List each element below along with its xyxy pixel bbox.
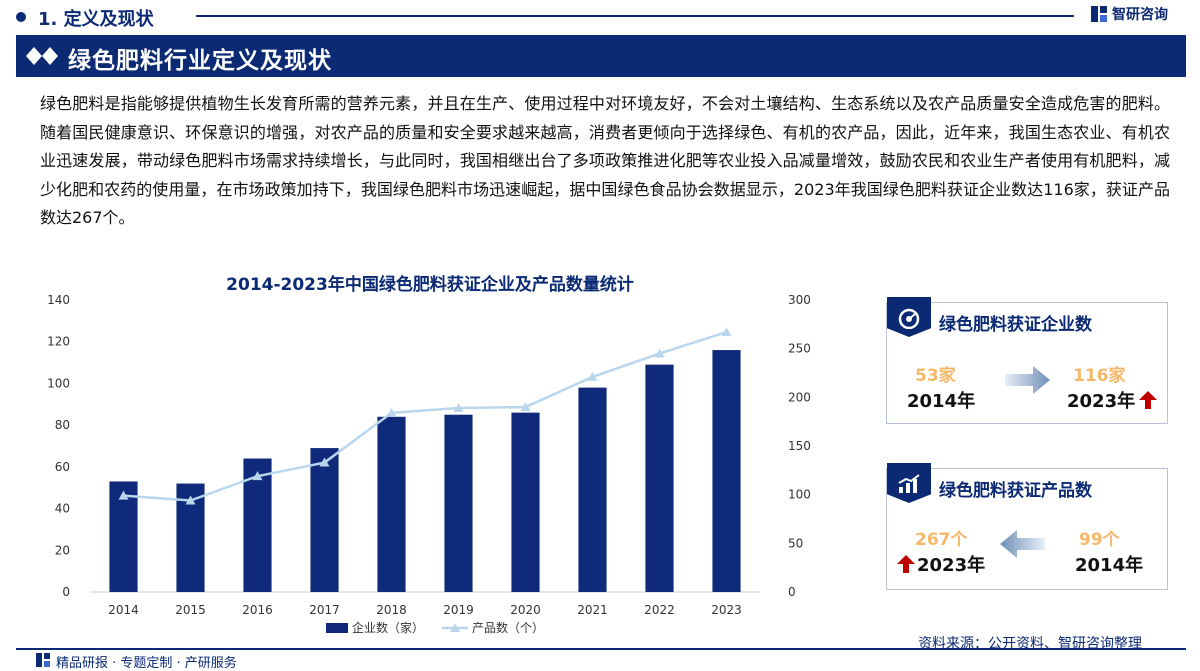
bar (109, 481, 138, 592)
x-tick-label: 2019 (443, 603, 474, 617)
legend-line-label: 产品数（个） (472, 620, 544, 635)
bar (645, 364, 674, 592)
bar (712, 350, 741, 592)
y-right-tick-label: 200 (788, 390, 811, 404)
y-right-tick-label: 50 (788, 536, 803, 550)
y-left-tick-label: 60 (55, 460, 70, 474)
line-point (721, 327, 732, 337)
bar (444, 414, 473, 592)
product-line (123, 330, 727, 502)
left-arrow-icon (1000, 530, 1045, 558)
x-tick-label: 2021 (577, 603, 608, 617)
bar (578, 387, 607, 592)
enterprise-to-value: 116家 (1073, 366, 1126, 386)
line-point (520, 402, 531, 412)
footer-text: 精品研报 · 专题定制 · 产研服务 (56, 656, 237, 671)
enterprise-from-year: 2014年 (907, 391, 976, 412)
up-arrow-icon (897, 555, 915, 573)
combo-chart: 0 20 40 60 80 100 120 140 0 50 100 150 200 250 300 2014… (47, 293, 811, 635)
x-tick-label: 2023 (711, 603, 742, 617)
x-tick-label: 2015 (175, 603, 206, 617)
x-tick-label: 2018 (376, 603, 407, 617)
card-header: 绿色肥料获证产品数 (887, 463, 1169, 505)
gauge-icon (898, 308, 920, 329)
banner-title: 绿色肥料行业定义及现状 (68, 48, 332, 74)
bar (511, 412, 540, 592)
y-right-tick-label: 150 (788, 439, 811, 453)
bar (377, 416, 406, 592)
diamond-icon (26, 47, 58, 65)
x-tick-label: 2020 (510, 603, 541, 617)
y-left-tick-label: 80 (55, 418, 70, 432)
line-point (185, 495, 196, 505)
y-left-tick-label: 20 (55, 543, 70, 557)
footer-divider (16, 648, 1186, 650)
line-point (654, 348, 665, 358)
logo-icon (1091, 6, 1107, 22)
x-tick-label: 2017 (309, 603, 340, 617)
product-latest-value: 267个 (915, 530, 968, 550)
line-point (453, 403, 464, 413)
y-left-tick-label: 0 (62, 585, 70, 599)
line-point (386, 407, 397, 417)
y-right-tick-label: 300 (788, 293, 811, 307)
enterprise-card: 绿色肥料获证企业数 53家 2014年 116家 2023年 (886, 297, 1169, 424)
line-point (587, 371, 598, 381)
enterprise-card-title: 绿色肥料获证企业数 (939, 315, 1092, 335)
top-header: 1. 定义及现状 智研咨询 (0, 0, 1200, 32)
y-left-tick-label: 120 (47, 335, 70, 349)
product-card: 绿色肥料获证产品数 267个 2023年 99个 2014年 (886, 463, 1169, 590)
logo-icon (36, 653, 50, 667)
product-early-year: 2014年 (1075, 555, 1144, 576)
product-early-value: 99个 (1079, 530, 1120, 550)
header-divider (196, 15, 1074, 17)
legend-bar-swatch (326, 623, 348, 633)
legend-bar-label: 企业数（家） (352, 620, 424, 635)
section-title: 1. 定义及现状 (38, 9, 154, 30)
card-header: 绿色肥料获证企业数 (887, 297, 1169, 339)
trend-chart-icon (898, 474, 920, 493)
line-point (252, 471, 263, 481)
description-paragraph: 绿色肥料是指能够提供植物生长发育所需的营养元素，并且在生产、使用过程中对环境友好… (40, 94, 1170, 227)
x-tick-label: 2014 (108, 603, 139, 617)
y-right-tick-label: 250 (788, 342, 811, 356)
legend-line-marker (450, 623, 460, 632)
line-point (319, 457, 330, 467)
up-arrow-icon (1139, 391, 1157, 409)
line-point (118, 490, 129, 500)
bar (310, 448, 339, 592)
logo-text: 智研咨询 (1112, 7, 1168, 23)
product-card-title: 绿色肥料获证产品数 (939, 481, 1092, 501)
y-right-tick-label: 100 (788, 488, 811, 502)
footer: 精品研报 · 专题定制 · 产研服务 (0, 648, 1200, 671)
title-banner: 绿色肥料行业定义及现状 (16, 35, 1186, 77)
y-right-tick-label: 0 (788, 585, 796, 599)
enterprise-from-value: 53家 (915, 366, 956, 386)
y-left-tick-label: 100 (47, 376, 70, 390)
chart-title: 2014-2023年中国绿色肥料获证企业及产品数量统计 (226, 275, 634, 295)
product-latest-year: 2023年 (917, 555, 986, 576)
y-left-tick-label: 140 (47, 293, 70, 307)
enterprise-to-year: 2023年 (1067, 391, 1136, 412)
bullet-icon (16, 12, 26, 22)
logo: 智研咨询 (1090, 4, 1168, 24)
y-left-tick-label: 40 (55, 502, 70, 516)
right-arrow-icon (1005, 366, 1050, 394)
x-tick-label: 2016 (242, 603, 273, 617)
x-tick-label: 2022 (644, 603, 675, 617)
